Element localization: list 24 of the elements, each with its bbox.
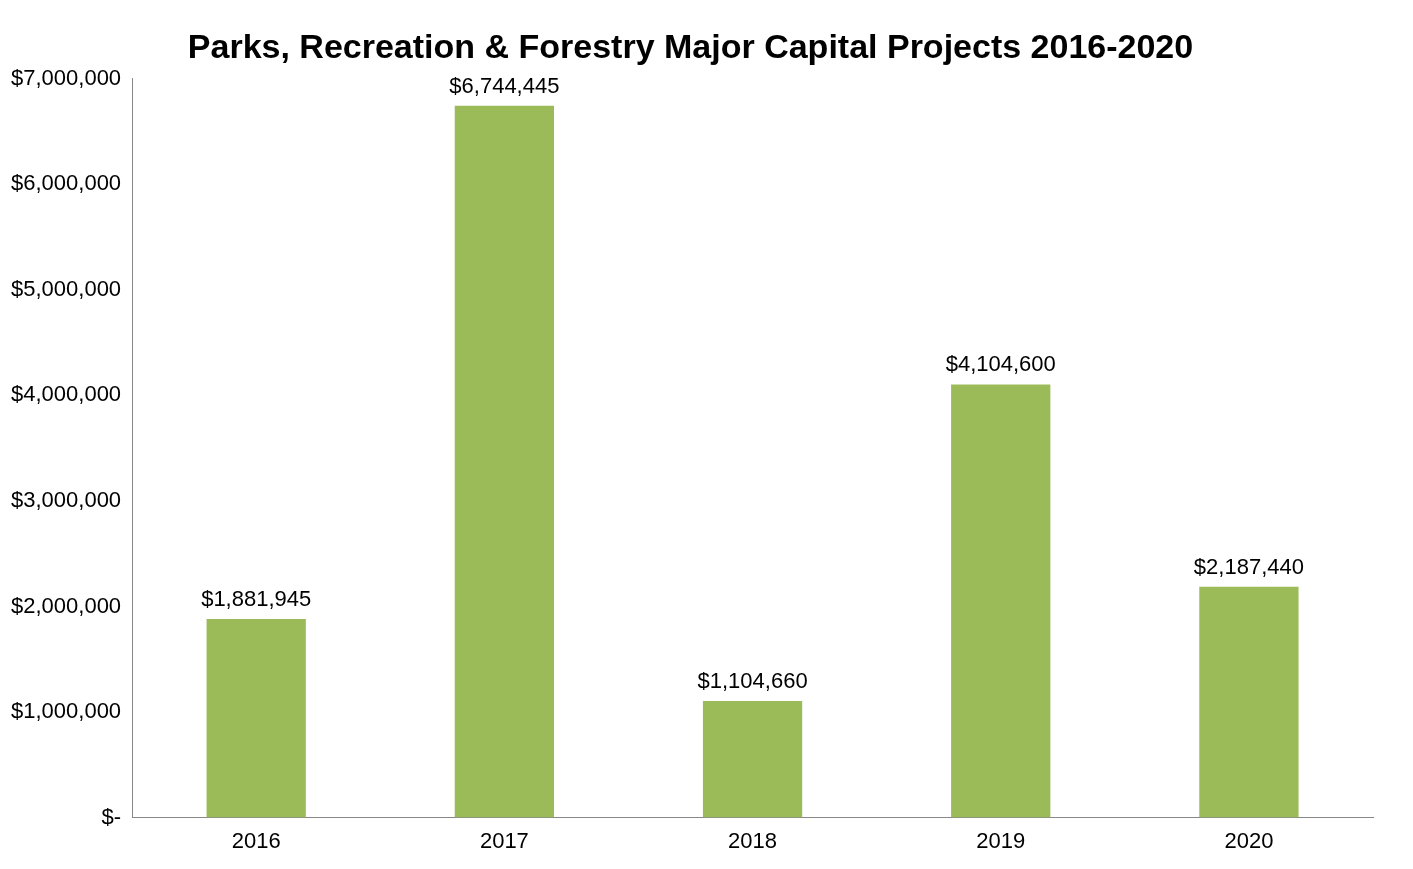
bar xyxy=(454,105,555,818)
data-label: $4,104,600 xyxy=(945,351,1056,377)
y-tick-label: $7,000,000 xyxy=(11,64,122,90)
data-label: $1,881,945 xyxy=(201,586,312,612)
x-tick-label: 2017 xyxy=(479,827,529,853)
y-tick-label: $- xyxy=(101,803,122,829)
y-tick-label: $1,000,000 xyxy=(11,698,122,724)
bar xyxy=(951,384,1051,818)
x-tick-label: 2018 xyxy=(728,827,778,853)
x-tick-label: 2016 xyxy=(231,827,281,853)
y-tick-label: $4,000,000 xyxy=(11,381,122,407)
y-tick-label: $3,000,000 xyxy=(11,487,122,513)
data-label: $1,104,660 xyxy=(697,668,808,694)
y-tick-label: $2,000,000 xyxy=(11,592,122,618)
x-tick-label: 2019 xyxy=(976,827,1026,853)
data-label: $6,744,445 xyxy=(449,72,560,98)
chart-title: Parks, Recreation & Forestry Major Capital Projects 2016-2020 xyxy=(187,26,1194,65)
y-tick-label: $5,000,000 xyxy=(11,275,122,301)
bar xyxy=(1199,586,1299,818)
bar xyxy=(206,618,306,818)
x-tick-label: 2020 xyxy=(1224,827,1274,853)
bar xyxy=(702,701,803,818)
y-tick-label: $6,000,000 xyxy=(11,170,122,196)
data-label: $2,187,440 xyxy=(1193,553,1304,579)
